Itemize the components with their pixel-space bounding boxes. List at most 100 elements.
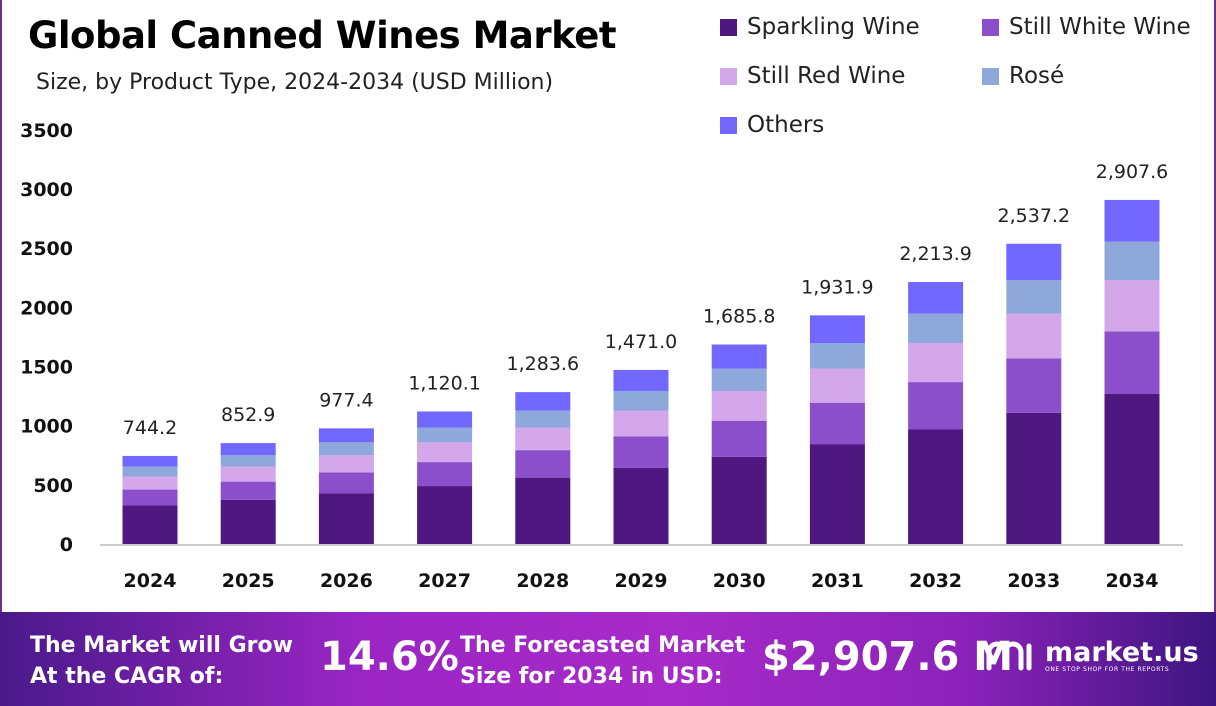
bar-segment-ros--2032 <box>908 313 964 344</box>
market-us-logo-icon <box>986 641 1032 671</box>
bar-segment-sparkling-wine-2030 <box>711 456 767 544</box>
bar-segment-still-white-wine-2024 <box>122 489 178 506</box>
legend-label: Rosé <box>1009 63 1065 89</box>
bar-segment-still-red-wine-2034 <box>1104 280 1160 332</box>
x-tick-label: 2025 <box>222 570 275 592</box>
bar-segment-still-red-wine-2031 <box>809 368 865 403</box>
x-tick-label: 2034 <box>1106 570 1159 592</box>
x-tick-label: 2027 <box>418 570 471 592</box>
legend-label: Others <box>747 112 825 138</box>
y-tick-label: 1000 <box>20 416 73 438</box>
x-tick-label: 2031 <box>811 570 864 592</box>
total-label-2031: 1,931.9 <box>801 276 874 298</box>
total-label-2034: 2,907.6 <box>1096 161 1169 183</box>
bar-segment-ros--2027 <box>417 427 473 443</box>
legend-swatch <box>982 67 999 85</box>
bar-segment-still-white-wine-2027 <box>417 462 473 487</box>
legend-swatch <box>720 67 737 85</box>
bar-segment-others-2027 <box>417 411 473 428</box>
bar-segment-others-2031 <box>809 315 865 344</box>
legend-swatch <box>720 116 737 134</box>
bar-segment-ros--2031 <box>809 343 865 369</box>
bar-segment-still-white-wine-2034 <box>1104 331 1160 394</box>
legend-label: Still White Wine <box>1009 14 1191 40</box>
y-tick-label: 500 <box>33 475 73 497</box>
bar-segment-still-red-wine-2029 <box>613 410 669 437</box>
y-tick-label: 1500 <box>20 357 73 379</box>
legend-label: Still Red Wine <box>747 63 906 89</box>
bar-segment-still-white-wine-2026 <box>318 472 374 494</box>
bar-segment-still-red-wine-2030 <box>711 390 767 421</box>
x-tick-label: 2024 <box>124 570 177 592</box>
x-tick-label: 2032 <box>909 570 962 592</box>
chart-title: Global Canned Wines Market <box>28 14 617 57</box>
bar-segment-others-2026 <box>318 428 374 443</box>
bar-segment-sparkling-wine-2024 <box>122 505 178 544</box>
total-label-2026: 977.4 <box>319 389 373 411</box>
legend-item-rose: Rosé <box>982 63 1064 89</box>
legend-swatch <box>982 18 999 36</box>
y-tick-label: 0 <box>60 534 73 556</box>
bar-segment-others-2032 <box>908 282 964 314</box>
bar-segment-still-red-wine-2032 <box>908 343 964 383</box>
x-tick-label: 2028 <box>516 570 569 592</box>
bar-segment-ros--2024 <box>122 466 178 477</box>
bar-segment-still-red-wine-2024 <box>122 476 178 490</box>
forecast-label-line2: Size for 2034 in USD: <box>460 664 723 689</box>
bar-segment-still-white-wine-2025 <box>220 481 276 500</box>
bar-segment-still-white-wine-2032 <box>908 382 964 430</box>
bar-segment-ros--2025 <box>220 455 276 467</box>
legend-item-still-white-wine: Still White Wine <box>982 14 1191 40</box>
bar-segment-others-2029 <box>613 369 669 391</box>
bar-segment-still-red-wine-2027 <box>417 442 473 463</box>
bar-segment-ros--2034 <box>1104 241 1160 281</box>
legend-item-still-red-wine: Still Red Wine <box>720 63 905 89</box>
bar-segment-others-2024 <box>122 455 178 467</box>
cagr-label-line2: At the CAGR of: <box>30 664 224 689</box>
bar-segment-others-2025 <box>220 443 276 456</box>
y-tick-label: 3500 <box>20 120 73 142</box>
bar-segment-sparkling-wine-2032 <box>908 429 964 544</box>
total-label-2028: 1,283.6 <box>507 353 580 375</box>
total-label-2024: 744.2 <box>123 417 177 439</box>
market-us-logo: market.us ONE STOP SHOP FOR THE REPORTS <box>985 638 1199 674</box>
forecast-label-line1: The Forecasted Market <box>460 633 746 658</box>
bar-segment-still-red-wine-2028 <box>515 427 571 451</box>
forecast-label: The Forecasted Market Size for 2034 in US… <box>460 630 745 692</box>
bar-segment-sparkling-wine-2027 <box>417 486 473 544</box>
bar-segment-still-white-wine-2028 <box>515 450 571 478</box>
y-tick-label: 3000 <box>20 179 73 201</box>
chart-subtitle: Size, by Product Type, 2024-2034 (USD Mi… <box>36 70 554 95</box>
bar-segment-sparkling-wine-2034 <box>1104 393 1160 544</box>
total-label-2025: 852.9 <box>221 404 275 426</box>
bar-segment-others-2030 <box>711 344 767 369</box>
bar-segment-still-white-wine-2030 <box>711 420 767 457</box>
stacked-bar-chart: 0 500 1000 1500 2000 2500 3000 3500 744.2 2024 852… <box>20 120 1183 592</box>
total-label-2029: 1,471.0 <box>605 331 678 353</box>
legend-item-others: Others <box>720 112 824 138</box>
bar-segment-still-red-wine-2033 <box>1006 313 1062 359</box>
bar-segment-sparkling-wine-2031 <box>809 444 865 544</box>
x-tick-label: 2033 <box>1007 570 1060 592</box>
bar-segment-sparkling-wine-2026 <box>318 493 374 544</box>
cagr-value: 14.6% <box>320 634 459 680</box>
total-label-2027: 1,120.1 <box>408 372 481 394</box>
footer-banner: The Market will Grow At the CAGR of: 14.6… <box>0 612 1216 706</box>
legend-item-sparkling-wine: Sparkling Wine <box>720 14 920 40</box>
logo-text: market.us <box>1045 636 1199 668</box>
forecast-value: $2,907.6 M <box>762 634 1014 680</box>
bar-segment-still-white-wine-2033 <box>1006 358 1062 413</box>
logo-tagline: ONE STOP SHOP FOR THE REPORTS <box>1045 665 1170 673</box>
bar-segment-still-white-wine-2031 <box>809 402 865 445</box>
bar-segment-still-red-wine-2025 <box>220 466 276 482</box>
total-label-2033: 2,537.2 <box>998 205 1071 227</box>
bar-segment-ros--2026 <box>318 442 374 456</box>
x-tick-label: 2029 <box>615 570 668 592</box>
total-label-2032: 2,213.9 <box>899 243 972 265</box>
chart-frame <box>0 0 1216 612</box>
bar-segment-sparkling-wine-2025 <box>220 499 276 544</box>
bar-segment-sparkling-wine-2028 <box>515 477 571 544</box>
total-label-2030: 1,685.8 <box>703 306 776 328</box>
bar-segment-others-2034 <box>1104 199 1160 242</box>
bar-segment-others-2028 <box>515 392 571 411</box>
